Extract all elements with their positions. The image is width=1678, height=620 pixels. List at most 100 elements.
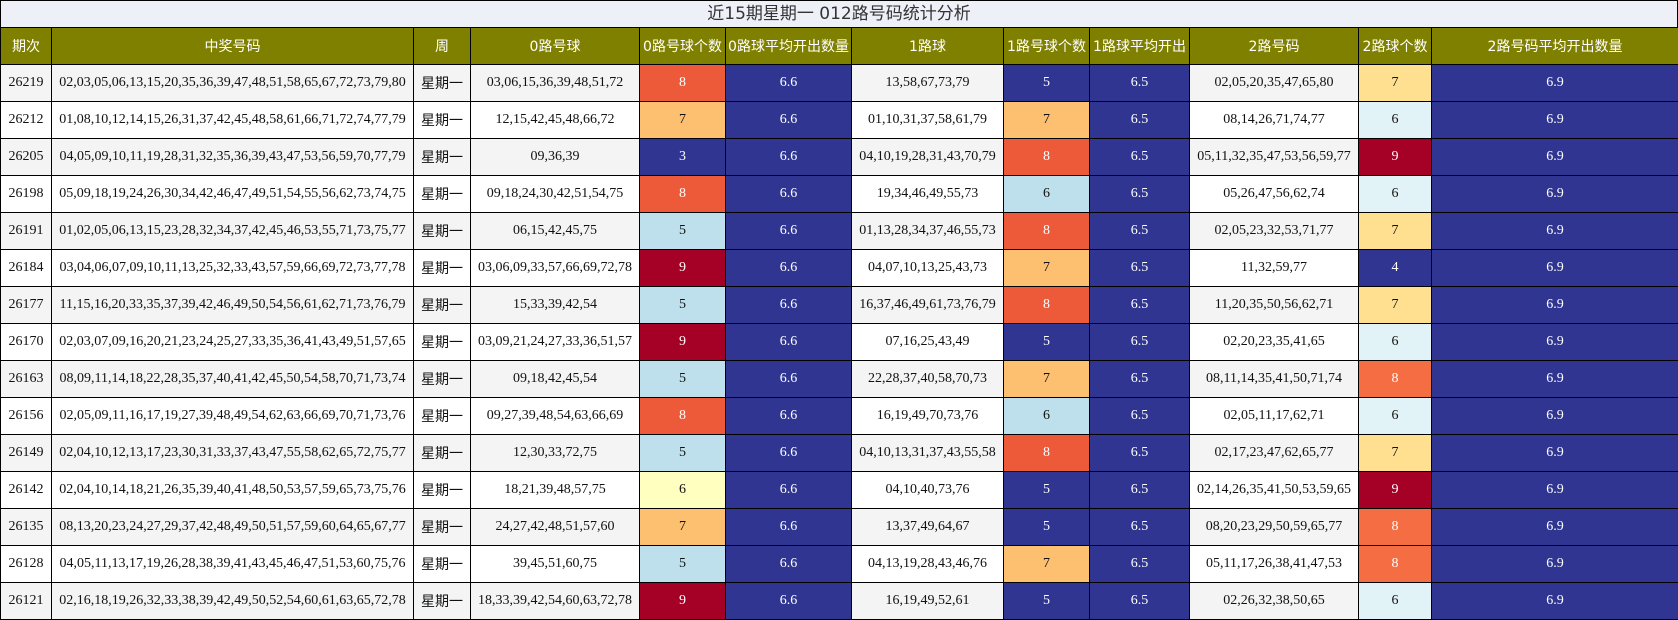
cell-winning-numbers: 08,13,20,23,24,27,29,37,42,48,49,50,51,5…: [52, 509, 414, 546]
cell-route1-average: 6.5: [1090, 398, 1190, 435]
header-row: 期次 中奖号码 周 0路号球 0路号球个数 0路球平均开出数量 1路球 1路号球…: [1, 28, 1678, 65]
cell-period: 26156: [1, 398, 52, 435]
cell-route0-balls: 09,36,39: [471, 139, 640, 176]
cell-route0-count: 8: [640, 176, 726, 213]
cell-route0-average: 6.6: [726, 324, 852, 361]
cell-route2-balls: 05,26,47,56,62,74: [1190, 176, 1359, 213]
cell-route1-count: 5: [1004, 472, 1090, 509]
col-header-winning-numbers: 中奖号码: [52, 28, 414, 65]
cell-route1-average: 6.5: [1090, 583, 1190, 620]
cell-route2-balls: 11,32,59,77: [1190, 250, 1359, 287]
cell-route1-balls: 16,19,49,52,61: [852, 583, 1004, 620]
cell-route2-count: 6: [1359, 398, 1432, 435]
cell-route0-average: 6.6: [726, 102, 852, 139]
cell-route0-average: 6.6: [726, 472, 852, 509]
cell-route2-average: 6.9: [1432, 102, 1678, 139]
cell-route2-average: 6.9: [1432, 361, 1678, 398]
cell-route0-count: 5: [640, 546, 726, 583]
cell-route1-balls: 04,13,19,28,43,46,76: [852, 546, 1004, 583]
cell-winning-numbers: 01,02,05,06,13,15,23,28,32,34,37,42,45,4…: [52, 213, 414, 250]
cell-route2-balls: 05,11,17,26,38,41,47,53: [1190, 546, 1359, 583]
cell-route0-balls: 15,33,39,42,54: [471, 287, 640, 324]
cell-period: 26170: [1, 324, 52, 361]
cell-weekday: 星期一: [414, 102, 471, 139]
cell-route1-average: 6.5: [1090, 546, 1190, 583]
cell-route1-balls: 04,10,13,31,37,43,55,58: [852, 435, 1004, 472]
cell-route2-average: 6.9: [1432, 583, 1678, 620]
cell-route0-count: 5: [640, 213, 726, 250]
cell-weekday: 星期一: [414, 509, 471, 546]
cell-winning-numbers: 03,04,06,07,09,10,11,13,25,32,33,43,57,5…: [52, 250, 414, 287]
cell-route0-balls: 06,15,42,45,75: [471, 213, 640, 250]
cell-route0-balls: 18,21,39,48,57,75: [471, 472, 640, 509]
cell-route0-balls: 03,09,21,24,27,33,36,51,57: [471, 324, 640, 361]
cell-winning-numbers: 02,03,07,09,16,20,21,23,24,25,27,33,35,3…: [52, 324, 414, 361]
cell-winning-numbers: 01,08,10,12,14,15,26,31,37,42,45,48,58,6…: [52, 102, 414, 139]
cell-route1-average: 6.5: [1090, 250, 1190, 287]
cell-route2-balls: 02,05,11,17,62,71: [1190, 398, 1359, 435]
cell-route2-balls: 11,20,35,50,56,62,71: [1190, 287, 1359, 324]
cell-route1-average: 6.5: [1090, 287, 1190, 324]
cell-route1-count: 8: [1004, 139, 1090, 176]
cell-period: 26191: [1, 213, 52, 250]
col-header-route0-count: 0路号球个数: [640, 28, 726, 65]
cell-route2-count: 6: [1359, 102, 1432, 139]
col-header-route2-balls: 2路号码: [1190, 28, 1359, 65]
cell-route0-average: 6.6: [726, 287, 852, 324]
cell-route1-average: 6.5: [1090, 361, 1190, 398]
cell-period: 26149: [1, 435, 52, 472]
cell-winning-numbers: 11,15,16,20,33,35,37,39,42,46,49,50,54,5…: [52, 287, 414, 324]
cell-route0-average: 6.6: [726, 176, 852, 213]
cell-route2-count: 4: [1359, 250, 1432, 287]
cell-route0-average: 6.6: [726, 361, 852, 398]
cell-route2-balls: 02,20,23,35,41,65: [1190, 324, 1359, 361]
cell-route1-count: 5: [1004, 583, 1090, 620]
cell-route2-average: 6.9: [1432, 398, 1678, 435]
cell-route1-balls: 13,58,67,73,79: [852, 65, 1004, 102]
cell-route0-balls: 03,06,15,36,39,48,51,72: [471, 65, 640, 102]
col-header-weekday: 周: [414, 28, 471, 65]
cell-route1-count: 5: [1004, 324, 1090, 361]
cell-period: 26184: [1, 250, 52, 287]
cell-weekday: 星期一: [414, 250, 471, 287]
cell-route0-average: 6.6: [726, 65, 852, 102]
cell-route0-count: 8: [640, 398, 726, 435]
cell-route2-count: 6: [1359, 176, 1432, 213]
col-header-period: 期次: [1, 28, 52, 65]
cell-route2-balls: 08,11,14,35,41,50,71,74: [1190, 361, 1359, 398]
cell-winning-numbers: 02,04,10,14,18,21,26,35,39,40,41,48,50,5…: [52, 472, 414, 509]
cell-winning-numbers: 08,09,11,14,18,22,28,35,37,40,41,42,45,5…: [52, 361, 414, 398]
cell-route2-count: 9: [1359, 472, 1432, 509]
cell-route0-balls: 24,27,42,48,51,57,60: [471, 509, 640, 546]
cell-period: 26121: [1, 583, 52, 620]
cell-route1-count: 7: [1004, 546, 1090, 583]
cell-route0-count: 5: [640, 435, 726, 472]
cell-route0-count: 7: [640, 509, 726, 546]
cell-route2-count: 8: [1359, 546, 1432, 583]
cell-route1-count: 7: [1004, 361, 1090, 398]
cell-route2-count: 8: [1359, 509, 1432, 546]
cell-route1-average: 6.5: [1090, 213, 1190, 250]
cell-weekday: 星期一: [414, 472, 471, 509]
cell-route2-count: 6: [1359, 324, 1432, 361]
cell-weekday: 星期一: [414, 361, 471, 398]
cell-period: 26219: [1, 65, 52, 102]
cell-route1-average: 6.5: [1090, 435, 1190, 472]
cell-route0-average: 6.6: [726, 583, 852, 620]
cell-route0-count: 9: [640, 583, 726, 620]
col-header-route0-average: 0路球平均开出数量: [726, 28, 852, 65]
cell-route2-balls: 02,05,23,32,53,71,77: [1190, 213, 1359, 250]
cell-route1-average: 6.5: [1090, 102, 1190, 139]
cell-weekday: 星期一: [414, 176, 471, 213]
cell-route2-count: 7: [1359, 65, 1432, 102]
cell-route1-balls: 01,10,31,37,58,61,79: [852, 102, 1004, 139]
cell-route1-count: 6: [1004, 398, 1090, 435]
cell-route2-average: 6.9: [1432, 546, 1678, 583]
cell-route2-count: 6: [1359, 583, 1432, 620]
